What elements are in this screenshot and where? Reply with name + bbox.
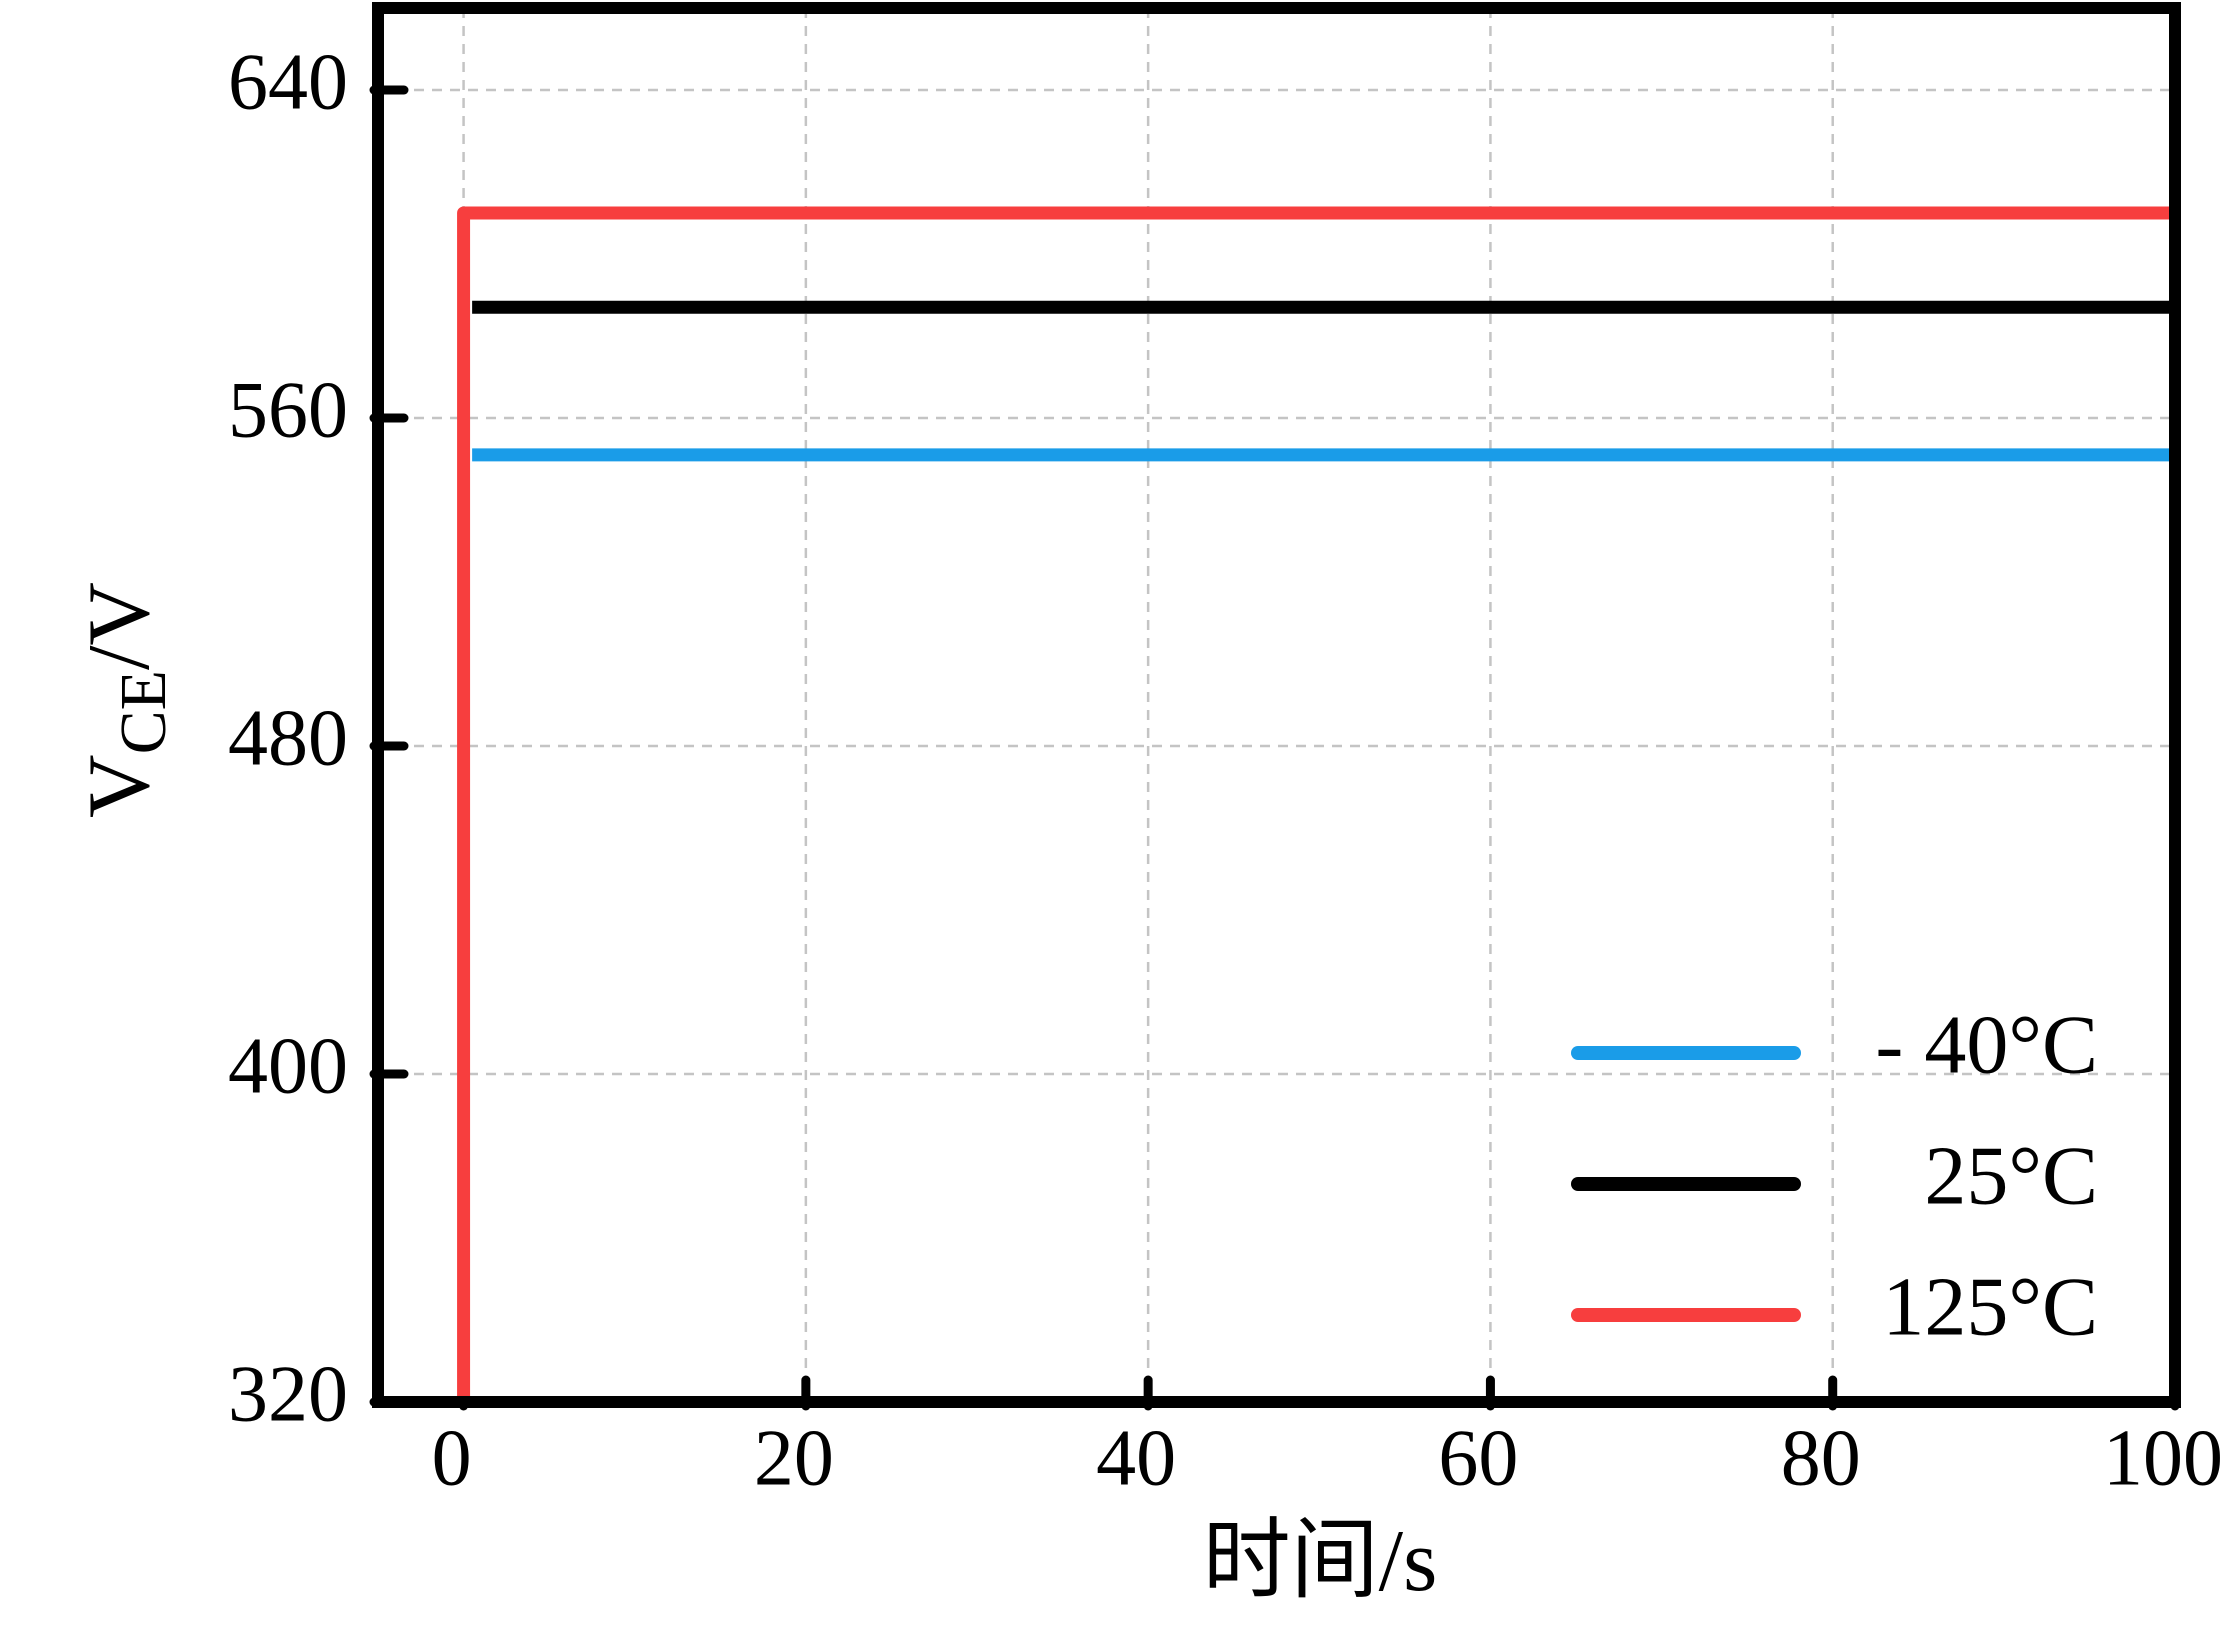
y-label-sub: CE (107, 670, 180, 754)
x-tick-label: 60 (1438, 1414, 1518, 1502)
legend-label: 125°C (1882, 1260, 2098, 1353)
y-tick-label: 400 (228, 1022, 348, 1110)
x-tick-label: 20 (754, 1414, 834, 1502)
y-tick-label: 480 (228, 694, 348, 782)
y-tick-label: 640 (228, 38, 348, 126)
y-tick-label: 320 (228, 1350, 348, 1438)
y-axis-label: VCE/V (71, 582, 180, 818)
x-tick-label: 100 (2103, 1414, 2223, 1502)
legend-label: - 40°C (1875, 998, 2098, 1091)
y-tick-label: 560 (228, 366, 348, 454)
plot-frame (372, 2, 2181, 1408)
data-line (457, 206, 2175, 1402)
y-label-main: V (71, 754, 168, 818)
x-tick-label: 80 (1781, 1414, 1861, 1502)
y-label-unit: /V (71, 582, 168, 670)
legend-label: 25°C (1924, 1129, 2098, 1222)
x-tick-label: 0 (432, 1414, 472, 1502)
x-axis-label: 时间/s (1203, 1513, 1438, 1610)
x-tick-label: 40 (1096, 1414, 1176, 1502)
